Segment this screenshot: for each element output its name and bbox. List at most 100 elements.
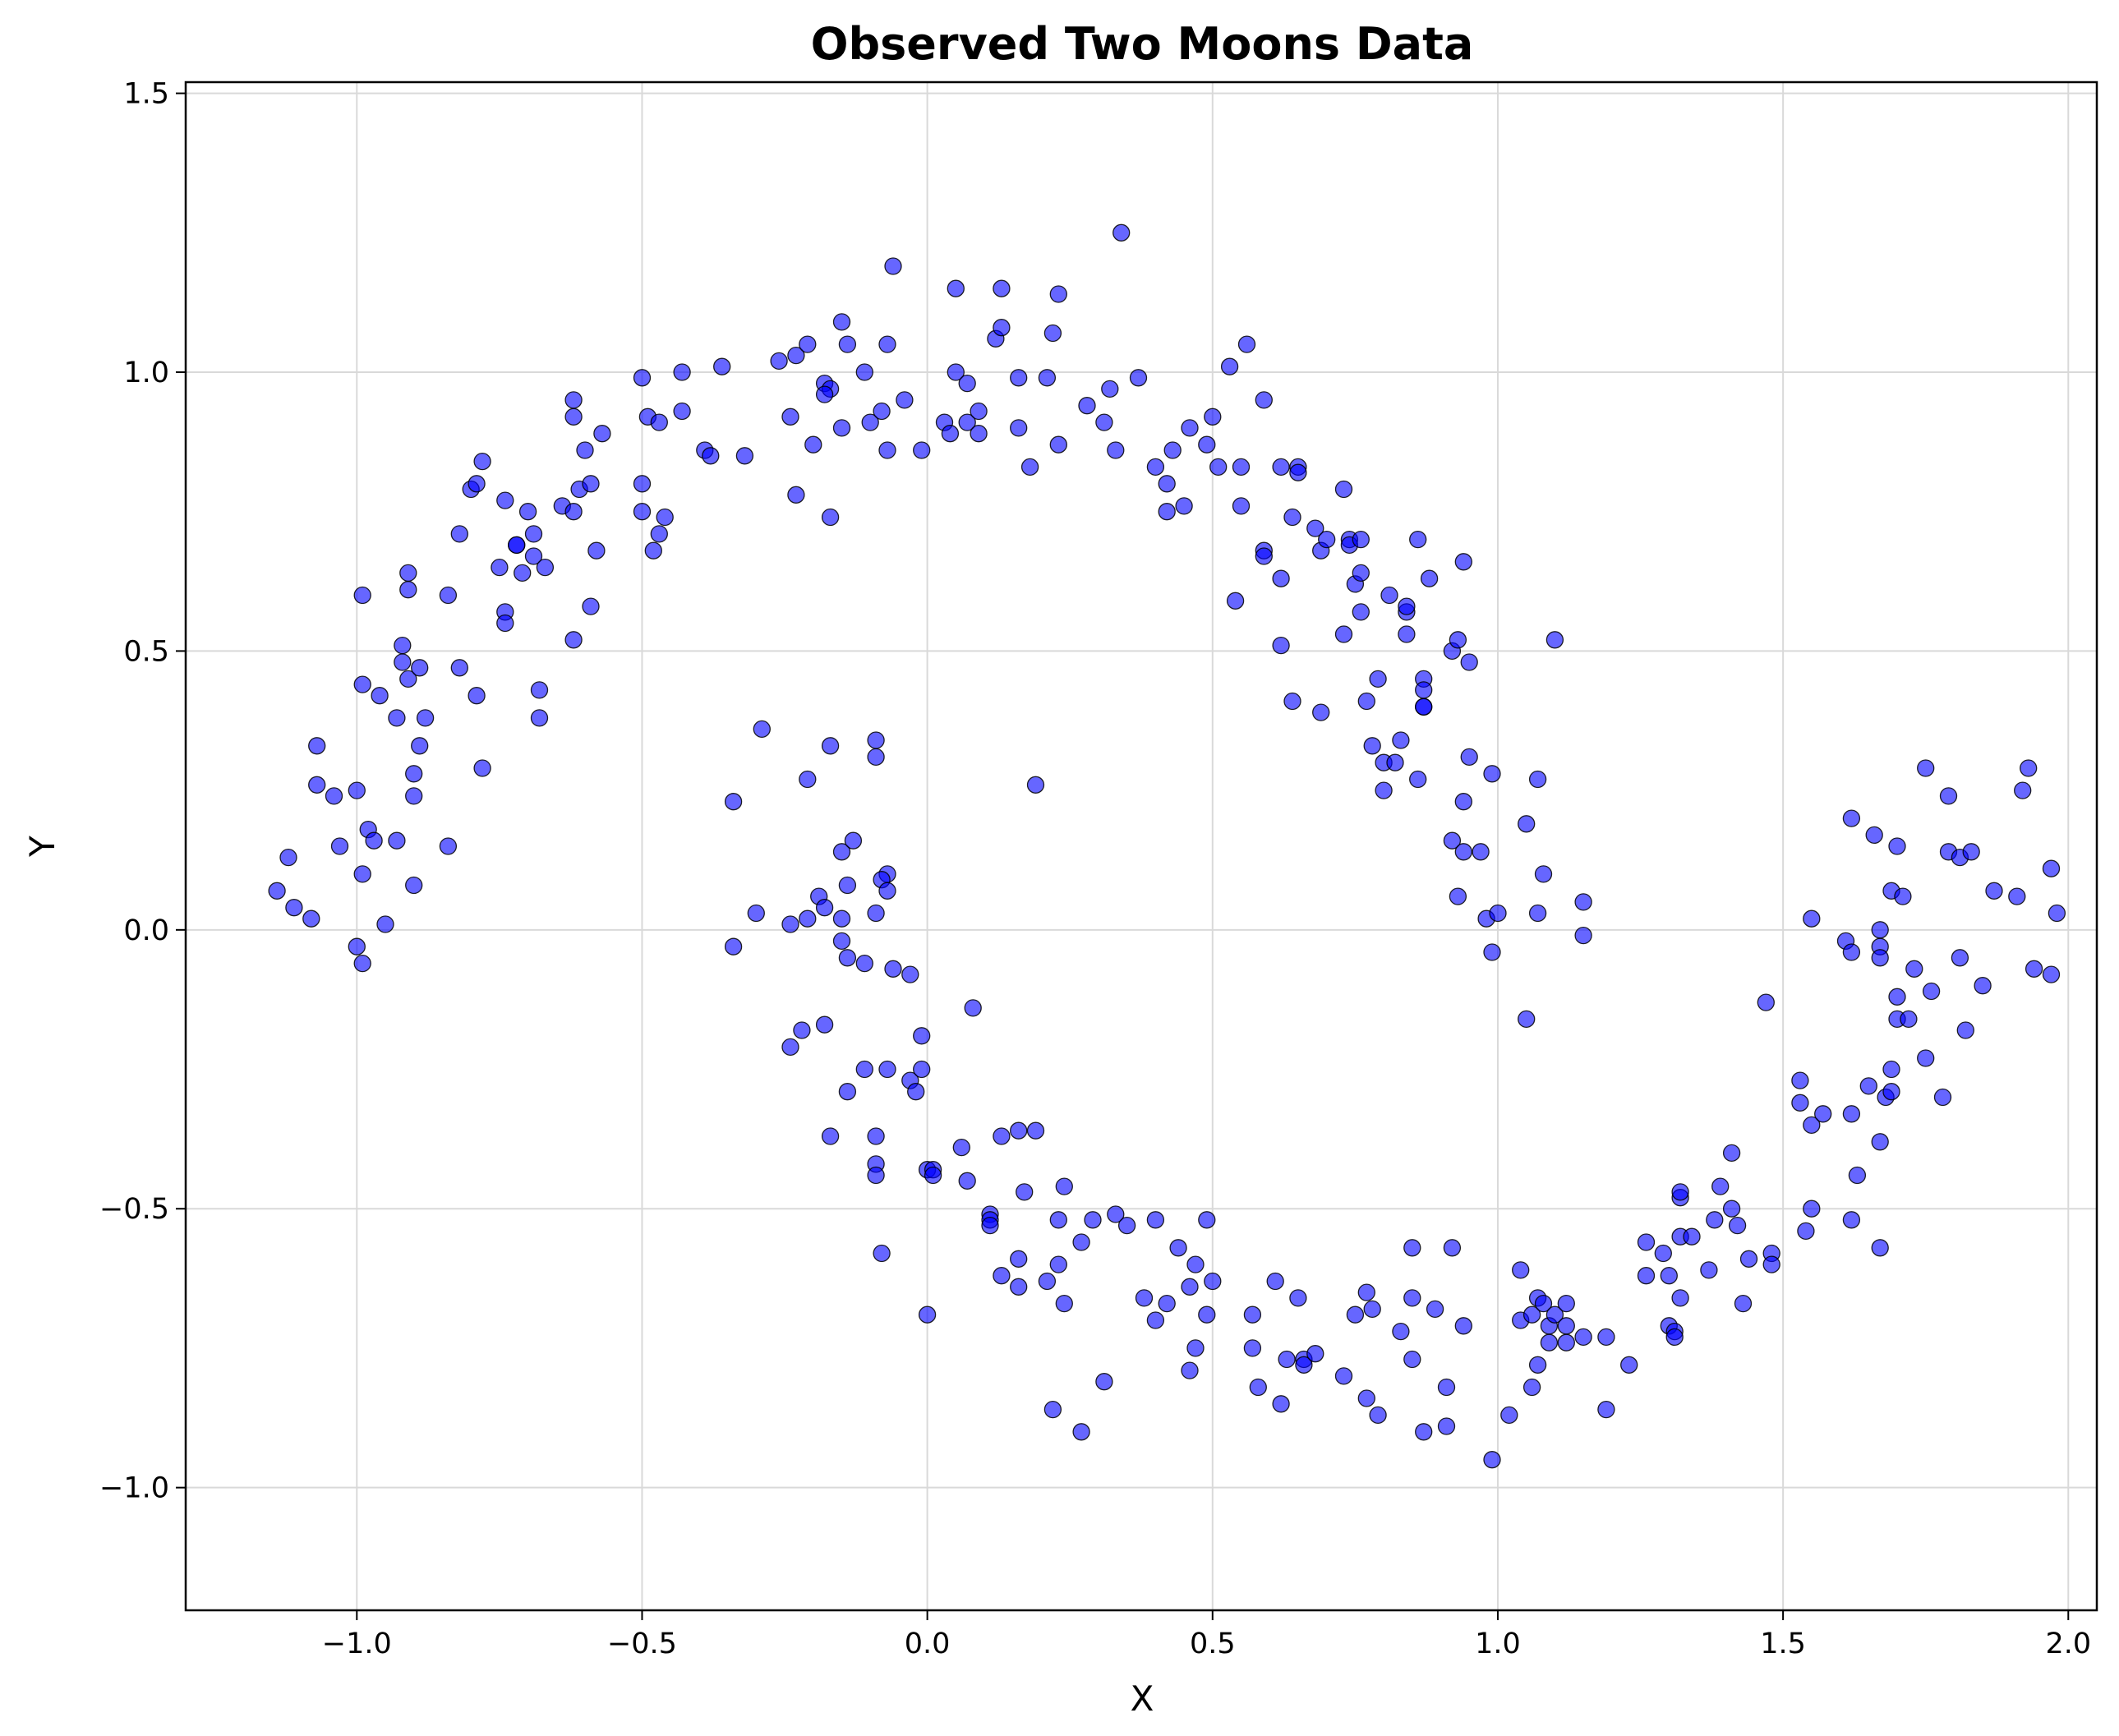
data-point: [878, 441, 896, 459]
data-point: [1283, 508, 1301, 527]
data-point: [907, 1083, 925, 1101]
data-point: [1306, 1345, 1324, 1363]
data-point: [884, 960, 902, 978]
data-point: [1169, 1239, 1187, 1257]
data-point: [1226, 592, 1245, 610]
data-point: [1095, 413, 1113, 431]
data-point: [993, 279, 1011, 297]
data-point: [1974, 977, 1992, 995]
data-point: [1545, 631, 1564, 649]
data-point: [633, 475, 652, 493]
data-point: [787, 486, 805, 504]
data-point: [1107, 1205, 1125, 1223]
data-point: [650, 525, 668, 543]
data-point: [1814, 1105, 1832, 1123]
data-point: [1443, 831, 1462, 850]
data-point: [2014, 781, 2032, 799]
data-point: [308, 776, 326, 794]
data-point: [1489, 904, 1507, 923]
data-point: [1518, 1010, 1536, 1029]
data-point: [1072, 1233, 1090, 1251]
data-point: [832, 909, 851, 928]
data-point: [867, 904, 885, 923]
data-point: [1449, 887, 1467, 905]
data-point: [1392, 731, 1410, 749]
data-point: [650, 413, 668, 431]
data-point: [1557, 1317, 1575, 1335]
data-point: [1255, 391, 1273, 409]
data-point: [1049, 285, 1067, 303]
data-point: [1101, 380, 1119, 398]
data-point: [1272, 569, 1290, 587]
data-point: [1158, 503, 1176, 521]
data-point: [1158, 475, 1176, 493]
data-point: [1415, 1423, 1433, 1441]
data-point: [838, 876, 857, 895]
data-point: [747, 904, 765, 923]
data-point: [1871, 921, 1889, 939]
data-point: [815, 899, 834, 917]
data-point: [1386, 753, 1404, 771]
data-point: [781, 1038, 799, 1057]
data-point: [1871, 1239, 1889, 1257]
data-point: [1175, 497, 1193, 515]
data-point: [1951, 949, 1969, 967]
data-point: [411, 737, 429, 755]
data-point: [1722, 1144, 1741, 1163]
data-point: [468, 687, 486, 705]
data-point: [861, 413, 879, 431]
data-point: [1049, 1211, 1067, 1229]
data-point: [1135, 1289, 1154, 1307]
data-point: [1010, 1250, 1028, 1268]
data-point: [1528, 1356, 1547, 1374]
data-point: [2042, 859, 2061, 877]
data-point: [815, 385, 834, 403]
data-point: [1181, 419, 1199, 437]
data-point: [844, 831, 863, 850]
data-point: [530, 681, 549, 699]
data-point: [1437, 1378, 1456, 1397]
data-point: [1597, 1400, 1615, 1419]
y-tick-label: −0.5: [99, 1193, 169, 1226]
data-point: [993, 319, 1011, 337]
data-point: [793, 1021, 811, 1039]
data-point: [832, 932, 851, 951]
data-point: [518, 503, 537, 521]
data-point: [330, 837, 349, 855]
data-point: [376, 915, 394, 933]
data-point: [1888, 988, 1906, 1006]
data-point: [1933, 1088, 1952, 1107]
data-point: [1278, 1350, 1296, 1369]
data-point: [1545, 1305, 1564, 1324]
x-tick-label: 1.5: [1760, 1628, 1806, 1660]
data-point: [1415, 698, 1433, 716]
data-point: [673, 402, 691, 421]
data-point: [1882, 1083, 1900, 1101]
data-point: [405, 876, 423, 895]
data-point: [1420, 569, 1439, 587]
data-point: [1522, 1305, 1541, 1324]
data-point: [1985, 882, 2003, 900]
data-point: [896, 391, 914, 409]
data-point: [530, 709, 549, 727]
data-point: [799, 909, 817, 928]
data-point: [1334, 625, 1353, 643]
data-point: [1398, 625, 1416, 643]
data-point: [1671, 1289, 1689, 1307]
data-point: [1026, 1121, 1045, 1140]
data-point: [1186, 1255, 1205, 1273]
data-point: [394, 653, 412, 671]
data-point: [753, 720, 771, 739]
data-point: [1357, 1283, 1375, 1301]
data-point: [644, 541, 662, 559]
data-point: [1010, 419, 1028, 437]
data-point: [1540, 1333, 1559, 1352]
data-point: [353, 954, 371, 973]
data-point: [1574, 1328, 1592, 1347]
data-point: [1163, 441, 1182, 459]
data-point: [1198, 1305, 1216, 1324]
data-point: [867, 731, 885, 749]
data-point: [1255, 547, 1273, 565]
data-point: [1671, 1183, 1689, 1201]
y-axis: −1.0 −0.5 0.0 0.5 1.0 1.5: [99, 78, 186, 1505]
